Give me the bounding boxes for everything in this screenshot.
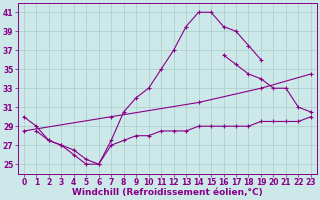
X-axis label: Windchill (Refroidissement éolien,°C): Windchill (Refroidissement éolien,°C) [72, 188, 263, 197]
